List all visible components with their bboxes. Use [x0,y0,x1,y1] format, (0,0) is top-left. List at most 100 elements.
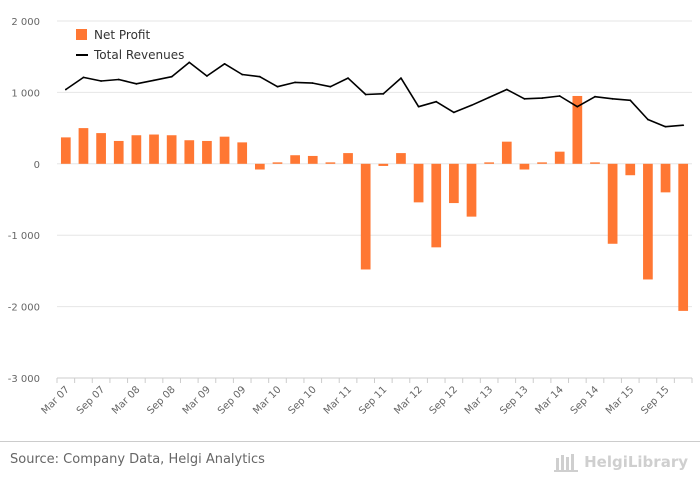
total-revenues-point [382,92,385,95]
x-axis: Mar 07 Sep 07 Mar 08 Sep 08 Mar 09 Sep 09 Mar … [40,377,693,417]
total-revenues-point [329,85,332,88]
net-profit-bar [607,163,618,244]
net-profit-bar [396,153,406,164]
total-revenues-point [505,88,508,91]
x-tick-label: Mar 09 [181,384,213,416]
net-profit-bar [219,136,230,164]
net-profit-bar [96,133,106,164]
x-tick-label: Mar 08 [110,384,142,416]
net-profit-bar [237,142,248,164]
net-profit-bar [254,163,265,170]
y-tick-label: -2 000 [8,303,40,314]
total-revenues-point [347,77,349,80]
total-revenues-point [629,99,632,102]
total-revenues-point [558,95,561,97]
net-profit-bar [537,162,547,164]
x-tick-label: Mar 10 [251,384,283,416]
net-profit-bar [184,140,195,164]
net-profit-series [60,95,689,311]
y-tick-label: -1 000 [8,231,40,242]
net-profit-bar [501,141,512,164]
total-revenues-point [488,96,491,99]
net-profit-bar [325,162,336,164]
net-profit-bar [449,163,459,204]
net-profit-bar [60,137,71,164]
x-tick-label: Mar 12 [392,384,424,416]
net-profit-bar [643,163,653,280]
x-tick-label: Mar 14 [533,384,565,416]
x-tick-label: Mar 15 [604,384,636,416]
x-tick-label: Sep 12 [428,384,460,416]
y-tick-label: 1 000 [11,88,40,99]
total-revenues-point [594,95,596,98]
x-tick-label: Sep 13 [498,384,530,416]
total-revenues-point [241,73,244,76]
total-revenues-point [170,75,173,78]
legend-label-net-profit: Net Profit [94,28,150,42]
net-profit-bar [466,163,477,217]
net-profit-bar [572,95,583,164]
x-tick-label: Sep 10 [287,384,319,416]
net-profit-bar [78,128,89,164]
net-profit-bar [431,163,442,248]
net-profit-bar [590,162,600,164]
net-profit-bar [519,163,530,170]
total-revenues-point [647,118,649,121]
x-tick-label: Mar 07 [40,384,72,416]
footer: Source: Company Data, Helgi Analytics He… [0,441,700,484]
total-revenues-point [258,75,261,78]
total-revenues-point [100,80,102,82]
total-revenues-point [611,97,614,100]
net-profit-bar [307,155,318,164]
y-tick-label: 0 [34,160,40,171]
total-revenues-point [523,97,526,100]
y-tick-label: -3 000 [8,374,40,385]
total-revenues-point [664,125,667,128]
net-profit-bar [554,151,565,164]
total-revenues-point [417,105,420,108]
total-revenues-point [294,81,297,84]
total-revenues-point [188,61,191,64]
net-profit-bar [131,135,142,164]
net-profit-bar [202,140,212,164]
total-revenues-point [206,75,208,77]
total-revenues-point [311,82,314,85]
net-profit-bar [272,162,283,164]
total-revenues-point [541,97,543,100]
x-tick-label: Sep 09 [216,384,248,416]
grid [57,20,692,379]
net-profit-bar [484,162,495,164]
legend: Net Profit Total Revenues [76,28,184,62]
net-profit-bar [166,135,177,164]
total-revenues-point [576,105,579,108]
total-revenues-point [435,100,438,103]
legend-label-total-revenues: Total Revenues [93,48,184,62]
total-revenues-point [682,124,685,127]
net-profit-bar [113,140,124,164]
net-profit-bar [378,163,389,166]
legend-swatch-net-profit [76,29,87,40]
total-revenues-point [470,104,473,107]
x-tick-label: Mar 11 [322,384,354,416]
net-profit-bar [149,134,159,164]
net-profit-bar [343,153,353,164]
total-revenues-point [64,88,67,91]
total-revenues-point [117,78,120,81]
total-revenues-point [153,79,155,82]
source-note: Source: Company Data, Helgi Analytics [10,452,265,467]
net-profit-bar [360,163,371,270]
y-tick-label: 2 000 [11,17,40,28]
x-tick-label: Sep 08 [145,384,177,416]
x-tick-label: Sep 15 [639,384,671,416]
x-tick-label: Sep 07 [75,384,107,416]
total-revenues-point [135,82,138,85]
total-revenues-point [223,62,226,65]
total-revenues-point [82,76,85,79]
y-axis: 2 000 1 000 0 -1 000 -2 000 -3 000 [8,17,40,385]
net-profit-bar [660,163,671,193]
net-profit-bar [290,155,300,164]
brand-logo: HelgiLibrary [554,448,688,476]
net-profit-bar [625,163,636,176]
net-profit-bar [678,163,689,311]
